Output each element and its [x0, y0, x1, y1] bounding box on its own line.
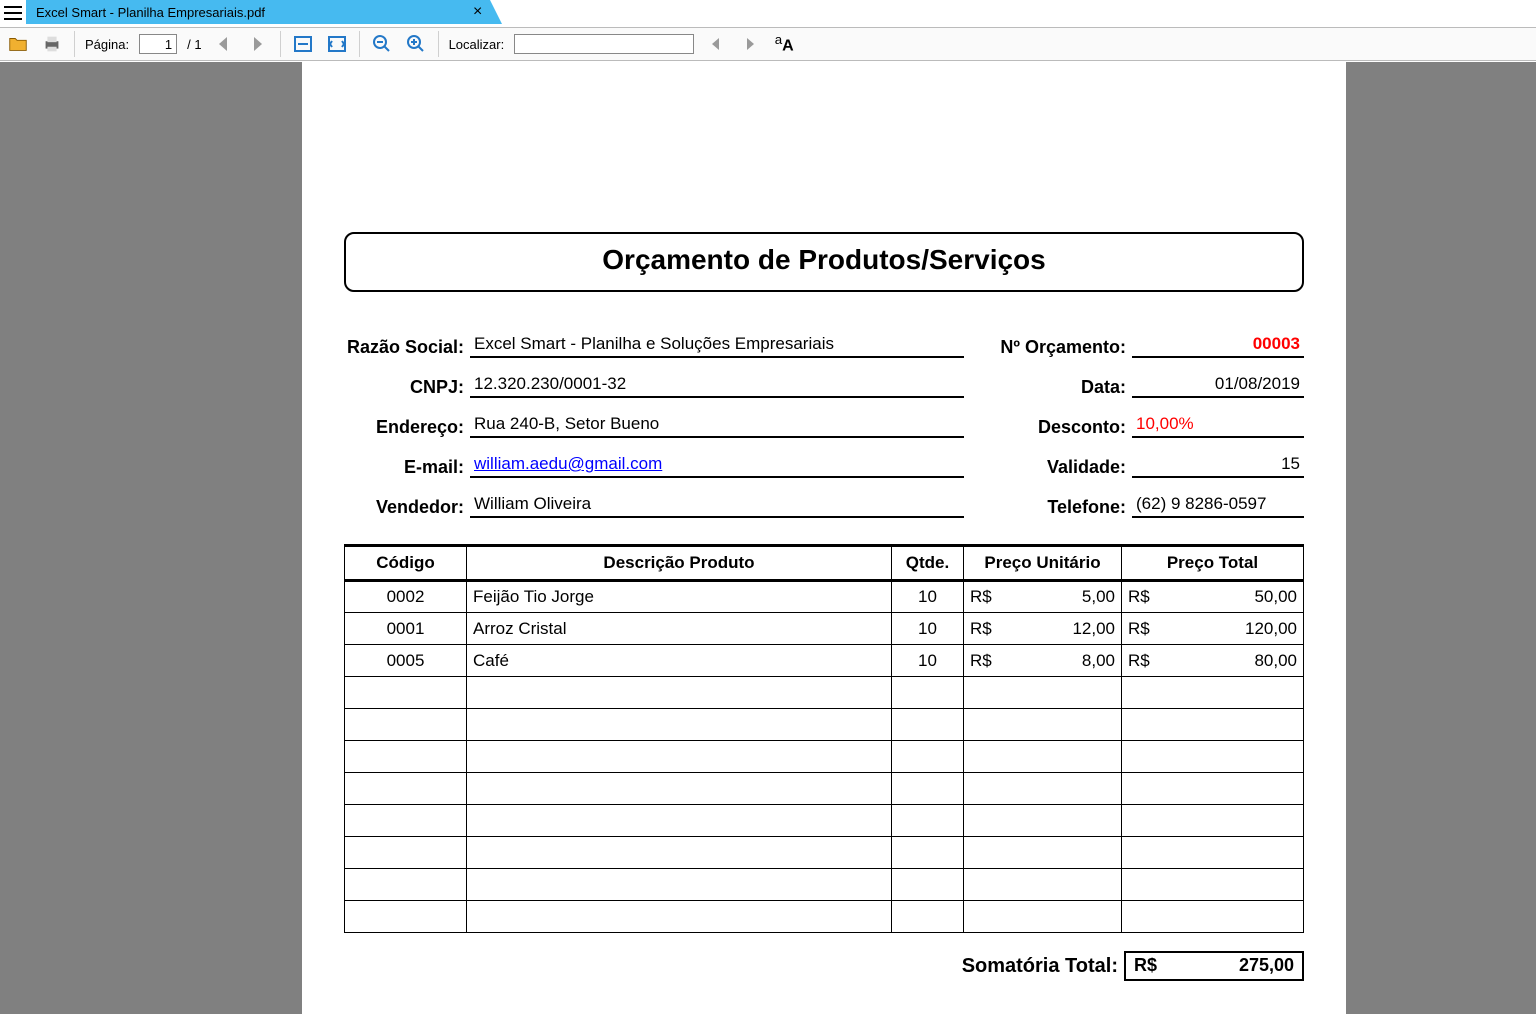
- fit-width-icon[interactable]: [291, 32, 315, 56]
- cell-preco-t: R$120,00: [1122, 613, 1304, 645]
- col-qtde: Qtde.: [892, 546, 964, 581]
- cell-qtde: 10: [892, 613, 964, 645]
- cell-descricao: Arroz Cristal: [467, 613, 892, 645]
- workspace: Orçamento de Produtos/Serviços Razão Soc…: [0, 62, 1536, 1014]
- total-value-box: R$ 275,00: [1124, 951, 1304, 981]
- col-preco-u: Preço Unitário: [964, 546, 1122, 581]
- find-label: Localizar:: [449, 37, 505, 52]
- cell-codigo: 0002: [345, 581, 467, 613]
- label-valid: Validade:: [992, 457, 1132, 478]
- value-vendedor: William Oliveira: [470, 494, 964, 518]
- cell-codigo: 0005: [345, 645, 467, 677]
- zoom-in-icon[interactable]: [404, 32, 428, 56]
- total-label: Somatória Total:: [962, 955, 1118, 978]
- quote-fields: Nº Orçamento:00003 Data:01/08/2019 Desco…: [992, 318, 1304, 518]
- close-icon[interactable]: ×: [473, 3, 482, 21]
- label-tel: Telefone:: [992, 497, 1132, 518]
- prev-page-icon[interactable]: [212, 32, 236, 56]
- doc-title: Orçamento de Produtos/Serviços: [344, 232, 1304, 292]
- table-row: 0001Arroz Cristal10R$12,00R$120,00: [345, 613, 1304, 645]
- cell-preco-t: R$80,00: [1122, 645, 1304, 677]
- table-row: [345, 901, 1304, 933]
- find-input[interactable]: [514, 34, 694, 54]
- cell-descricao: Café: [467, 645, 892, 677]
- value-cnpj: 12.320.230/0001-32: [470, 374, 964, 398]
- separator: [74, 31, 75, 57]
- tab-strip: Excel Smart - Planilha Empresariais.pdf …: [26, 0, 490, 24]
- toolbar: Página: / 1 Localizar: aA: [0, 27, 1536, 61]
- customer-fields: Razão Social:Excel Smart - Planilha e So…: [344, 318, 964, 518]
- table-row: [345, 805, 1304, 837]
- value-endereco: Rua 240-B, Setor Bueno: [470, 414, 964, 438]
- cell-preco-u: R$5,00: [964, 581, 1122, 613]
- find-next-icon[interactable]: [738, 32, 762, 56]
- tab-title: Excel Smart - Planilha Empresariais.pdf: [36, 5, 265, 20]
- open-icon[interactable]: [6, 32, 30, 56]
- label-desc: Desconto:: [992, 417, 1132, 438]
- label-razao: Razão Social:: [344, 337, 470, 358]
- label-vendedor: Vendedor:: [344, 497, 470, 518]
- col-preco-t: Preço Total: [1122, 546, 1304, 581]
- table-row: [345, 773, 1304, 805]
- value-email: william.aedu@gmail.com: [470, 454, 964, 478]
- separator: [359, 31, 360, 57]
- table-row: [345, 869, 1304, 901]
- value-razao: Excel Smart - Planilha e Soluções Empres…: [470, 334, 964, 358]
- label-data: Data:: [992, 377, 1132, 398]
- label-endereco: Endereço:: [344, 417, 470, 438]
- text-format-icon[interactable]: aA: [772, 32, 796, 56]
- page-input[interactable]: [139, 34, 177, 54]
- value-valid: 15: [1132, 454, 1304, 478]
- separator: [280, 31, 281, 57]
- label-email: E-mail:: [344, 457, 470, 478]
- table-row: 0005Café10R$8,00R$80,00: [345, 645, 1304, 677]
- table-row: [345, 741, 1304, 773]
- table-row: [345, 837, 1304, 869]
- cell-preco-u: R$12,00: [964, 613, 1122, 645]
- label-num: Nº Orçamento:: [992, 337, 1132, 358]
- cell-preco-u: R$8,00: [964, 645, 1122, 677]
- page-label: Página:: [85, 37, 129, 52]
- zoom-out-icon[interactable]: [370, 32, 394, 56]
- cell-preco-t: R$50,00: [1122, 581, 1304, 613]
- next-page-icon[interactable]: [246, 32, 270, 56]
- total-value: 275,00: [1239, 955, 1294, 977]
- table-row: [345, 677, 1304, 709]
- label-cnpj: CNPJ:: [344, 377, 470, 398]
- cell-qtde: 10: [892, 581, 964, 613]
- pdf-page: Orçamento de Produtos/Serviços Razão Soc…: [302, 62, 1346, 1014]
- col-descricao: Descrição Produto: [467, 546, 892, 581]
- table-row: [345, 709, 1304, 741]
- items-table: Código Descrição Produto Qtde. Preço Uni…: [344, 544, 1304, 933]
- value-num: 00003: [1132, 334, 1304, 358]
- value-desc: 10,00%: [1132, 414, 1304, 438]
- page-total: / 1: [187, 37, 201, 52]
- separator: [438, 31, 439, 57]
- cell-qtde: 10: [892, 645, 964, 677]
- total-currency: R$: [1134, 955, 1157, 977]
- print-icon[interactable]: [40, 32, 64, 56]
- cell-descricao: Feijão Tio Jorge: [467, 581, 892, 613]
- col-codigo: Código: [345, 546, 467, 581]
- find-prev-icon[interactable]: [704, 32, 728, 56]
- document-tab[interactable]: Excel Smart - Planilha Empresariais.pdf …: [26, 0, 490, 24]
- cell-codigo: 0001: [345, 613, 467, 645]
- value-data: 01/08/2019: [1132, 374, 1304, 398]
- value-tel: (62) 9 8286-0597: [1132, 494, 1304, 518]
- table-row: 0002Feijão Tio Jorge10R$5,00R$50,00: [345, 581, 1304, 613]
- fit-page-icon[interactable]: [325, 32, 349, 56]
- menu-button[interactable]: [4, 6, 22, 20]
